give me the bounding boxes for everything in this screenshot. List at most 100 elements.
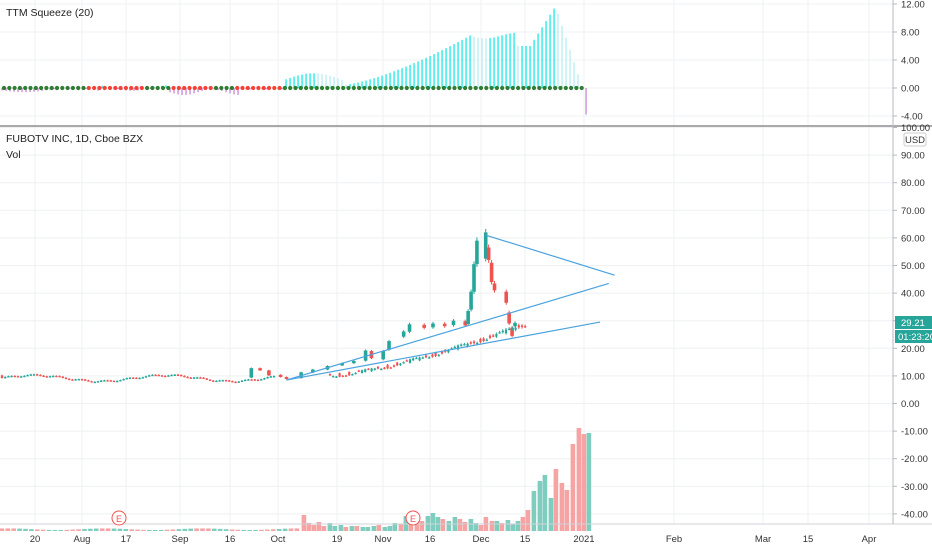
candle[interactable] bbox=[338, 372, 341, 378]
candle[interactable] bbox=[36, 373, 39, 376]
candle[interactable] bbox=[186, 376, 189, 379]
candlesticks[interactable] bbox=[0, 228, 527, 384]
candle[interactable] bbox=[463, 342, 466, 346]
candle[interactable] bbox=[125, 377, 128, 380]
candle[interactable] bbox=[218, 379, 221, 382]
candle[interactable] bbox=[399, 362, 402, 366]
candle[interactable] bbox=[100, 380, 103, 382]
candle[interactable] bbox=[386, 363, 389, 370]
candle[interactable] bbox=[451, 319, 456, 327]
candle[interactable] bbox=[492, 334, 495, 338]
candle[interactable] bbox=[167, 374, 170, 377]
candle[interactable] bbox=[284, 376, 289, 380]
candle[interactable] bbox=[180, 374, 183, 377]
candle[interactable] bbox=[332, 375, 335, 378]
candle[interactable] bbox=[508, 327, 511, 331]
candle[interactable] bbox=[141, 376, 144, 379]
candle[interactable] bbox=[421, 356, 424, 359]
candle[interactable] bbox=[472, 261, 476, 294]
candle[interactable] bbox=[71, 378, 74, 381]
candle[interactable] bbox=[424, 354, 428, 359]
candle[interactable] bbox=[119, 379, 122, 382]
candle[interactable] bbox=[504, 328, 508, 335]
candle[interactable] bbox=[520, 324, 524, 329]
trendline[interactable] bbox=[286, 282, 609, 381]
candle[interactable] bbox=[415, 356, 418, 360]
candle[interactable] bbox=[90, 380, 93, 383]
candle[interactable] bbox=[402, 361, 405, 364]
main-price-axis[interactable]: 100.0090.0080.0070.0060.0050.0040.0030.0… bbox=[893, 123, 930, 520]
candle[interactable] bbox=[224, 379, 228, 382]
candle[interactable] bbox=[249, 367, 254, 379]
candle[interactable] bbox=[472, 340, 476, 345]
candle[interactable] bbox=[96, 380, 100, 383]
candle[interactable] bbox=[112, 380, 116, 383]
candle[interactable] bbox=[116, 380, 119, 383]
candle[interactable] bbox=[237, 381, 240, 383]
candle[interactable] bbox=[517, 323, 520, 330]
candle[interactable] bbox=[328, 373, 332, 376]
candle[interactable] bbox=[84, 378, 87, 381]
candle[interactable] bbox=[442, 322, 447, 328]
candle[interactable] bbox=[234, 381, 237, 384]
candle[interactable] bbox=[23, 375, 26, 378]
candle[interactable] bbox=[128, 377, 132, 380]
candle[interactable] bbox=[453, 345, 456, 349]
earnings-marker[interactable]: E bbox=[111, 510, 127, 526]
candle[interactable] bbox=[87, 379, 90, 382]
candle[interactable] bbox=[164, 375, 167, 378]
candle[interactable] bbox=[495, 332, 498, 338]
candle[interactable] bbox=[396, 361, 399, 367]
candle[interactable] bbox=[524, 324, 527, 328]
trendline[interactable] bbox=[286, 321, 601, 381]
candle[interactable] bbox=[485, 338, 488, 342]
candle[interactable] bbox=[256, 379, 260, 382]
candle[interactable] bbox=[380, 368, 383, 371]
candle[interactable] bbox=[196, 376, 199, 379]
candle[interactable] bbox=[52, 375, 55, 378]
candle[interactable] bbox=[48, 375, 52, 378]
candle[interactable] bbox=[354, 372, 357, 375]
candle[interactable] bbox=[469, 341, 472, 345]
volume-label[interactable]: Vol bbox=[6, 149, 21, 161]
candle[interactable] bbox=[39, 374, 42, 377]
candle[interactable] bbox=[364, 368, 367, 373]
candle[interactable] bbox=[486, 244, 491, 263]
candle[interactable] bbox=[408, 358, 412, 364]
candle[interactable] bbox=[514, 326, 517, 332]
candle[interactable] bbox=[221, 379, 224, 382]
candle[interactable] bbox=[205, 377, 208, 381]
candle[interactable] bbox=[258, 367, 262, 372]
candle[interactable] bbox=[407, 322, 412, 334]
candle[interactable] bbox=[344, 374, 348, 377]
candle[interactable] bbox=[154, 374, 157, 377]
candle[interactable] bbox=[109, 379, 112, 382]
candle[interactable] bbox=[228, 379, 231, 382]
candle[interactable] bbox=[376, 366, 380, 370]
candle[interactable] bbox=[431, 321, 435, 329]
candle[interactable] bbox=[401, 330, 406, 339]
candle[interactable] bbox=[511, 326, 514, 331]
candle[interactable] bbox=[0, 374, 4, 379]
candle[interactable] bbox=[106, 379, 109, 382]
candle[interactable] bbox=[412, 357, 415, 362]
candle[interactable] bbox=[475, 237, 479, 267]
candle[interactable] bbox=[45, 375, 48, 378]
earnings-marker[interactable]: E bbox=[405, 510, 421, 526]
candle[interactable] bbox=[437, 354, 440, 357]
candle[interactable] bbox=[381, 350, 385, 361]
candle[interactable] bbox=[456, 344, 460, 351]
candle[interactable] bbox=[80, 378, 84, 381]
candle[interactable] bbox=[335, 375, 338, 378]
candle[interactable] bbox=[58, 375, 61, 378]
candle[interactable] bbox=[418, 356, 421, 362]
candle[interactable] bbox=[389, 366, 392, 369]
candle[interactable] bbox=[479, 337, 482, 344]
candle[interactable] bbox=[173, 374, 176, 377]
candle[interactable] bbox=[476, 341, 479, 345]
candle[interactable] bbox=[367, 368, 370, 371]
candle[interactable] bbox=[13, 375, 16, 378]
candle[interactable] bbox=[278, 374, 283, 378]
candle[interactable] bbox=[16, 375, 20, 378]
candle[interactable] bbox=[352, 360, 356, 365]
